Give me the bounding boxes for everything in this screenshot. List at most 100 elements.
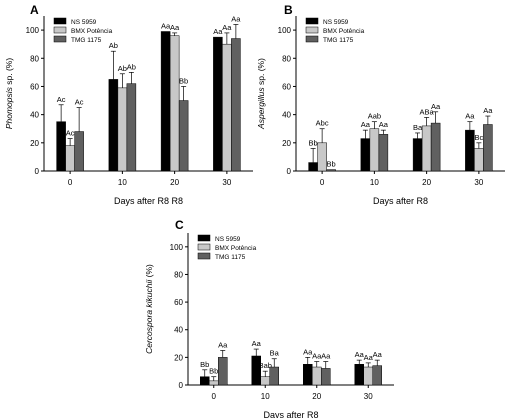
legend-swatch [197,234,211,242]
y-tick-label: 60 [30,82,39,91]
x-axis-label: Days after R8 [263,410,318,418]
bar [117,87,128,172]
y-tick-label: 40 [174,326,183,335]
bar [126,83,137,172]
bar [209,380,219,386]
bar [65,145,75,172]
legend-swatch [53,35,67,43]
legend-swatch [305,35,319,43]
legend-swatch [53,26,67,34]
y-tick-label: 100 [278,26,292,35]
data-label: Ab [109,41,118,50]
x-tick-label: 10 [370,178,379,187]
data-label: Aa [364,353,374,362]
bar [74,131,84,172]
data-label: Aa [312,352,322,361]
bar [369,128,380,172]
bar [260,376,270,386]
data-label: Aa [361,120,371,129]
data-label: Ba [413,123,423,132]
x-axis-label: Days after R8 [373,196,428,206]
bar [363,366,373,386]
data-label: ABa [420,107,435,116]
data-label: Aa [379,120,389,129]
data-label: Aa [483,106,493,115]
y-tick-label: 20 [174,353,183,362]
legend-label: TMG 1175 [71,37,102,44]
bar [200,376,210,386]
y-axis-label-italic: Phomopsis [4,86,14,129]
legend-swatch [305,17,319,25]
y-axis-label-rest: sp. (%) [4,58,14,87]
data-label: Bb [179,76,188,85]
x-tick-label: 0 [320,178,325,187]
bar [269,366,279,386]
x-tick-label: 20 [312,392,321,401]
legend-label: TMG 1175 [323,37,354,44]
data-label: Ab [118,64,127,73]
data-label: Aa [373,350,383,359]
data-label: Aa [161,22,171,31]
y-tick-label: 0 [35,167,40,176]
legend-label: BMX Potência [71,28,113,35]
x-axis-label: Days after R8 R8 [114,196,183,206]
data-label: Aa [231,14,241,23]
bar [430,122,441,172]
bar [421,125,432,172]
data-label: Bb [309,138,318,147]
legend-label: NS 5959 [323,19,349,26]
x-tick-label: 30 [222,178,231,187]
bar [312,366,322,386]
y-axis-label: Phomopsis sp. (%) [4,58,14,130]
y-tick-label: 80 [282,54,291,63]
bar [303,364,313,386]
y-axis-label: Aspergillus sp. (%) [256,58,266,130]
bar [178,100,189,172]
x-tick-label: 20 [422,178,431,187]
y-tick-label: 80 [30,54,39,63]
data-label: Aa [170,23,180,32]
bar [372,365,382,386]
x-tick-label: 30 [364,392,373,401]
data-label: Aa [252,339,262,348]
bar [308,162,318,172]
y-tick-label: 40 [30,111,39,120]
panel-label: B [284,3,293,17]
bar [218,357,228,386]
legend-swatch [197,243,211,251]
x-tick-label: 10 [118,178,127,187]
y-tick-label: 0 [287,167,292,176]
data-label: Bb [209,367,218,376]
data-label: Bb [327,160,336,169]
y-tick-label: 20 [30,139,39,148]
y-tick-label: 100 [26,26,40,35]
x-tick-label: 0 [68,178,73,187]
bar [354,364,364,386]
y-tick-label: 20 [282,139,291,148]
data-label: Aa [213,27,223,36]
data-label: Aab [368,112,381,121]
y-tick-label: 60 [282,82,291,91]
y-axis-label: Cercospora kikuchii (%) [144,264,154,354]
bar [213,36,223,172]
bar [160,31,171,172]
y-tick-label: 60 [174,298,183,307]
bar [169,35,180,172]
data-label: Aa [321,352,331,361]
y-axis-label-italic: Cercospora kikuchii [144,279,154,354]
bar [317,142,327,172]
data-label: Aa [431,102,441,111]
bar [483,124,493,172]
x-tick-label: 30 [474,178,483,187]
data-label: Ab [127,62,136,71]
legend-label: NS 5959 [215,236,241,243]
bar [474,148,484,172]
bar [465,129,475,172]
bar [108,79,119,172]
data-label: Bb [200,360,209,369]
data-label: Ac [57,95,66,104]
bar [412,138,423,172]
bar [56,121,66,172]
